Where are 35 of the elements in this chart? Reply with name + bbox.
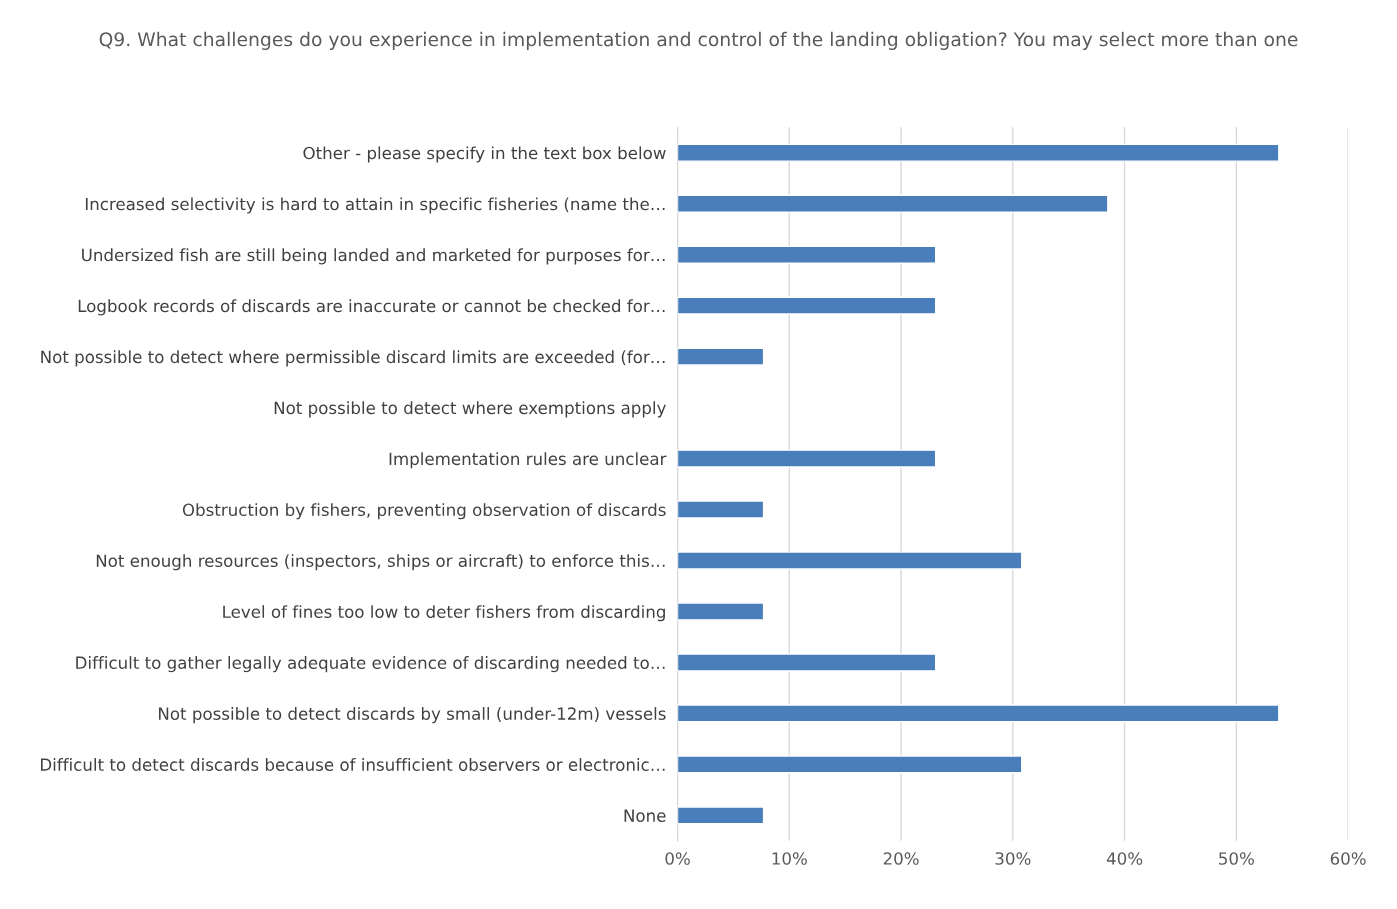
bar [677,500,765,519]
y-tick-label: Difficult to detect discards because of insufficient observers or electronic… [41,758,665,771]
x-tick-label: 20% [883,852,919,865]
y-tick-label: Difficult to gather legally adequate evidence of discarding needed to… [76,656,665,673]
bar [677,806,765,825]
bar [677,755,1023,774]
bar [677,245,937,264]
y-tick-label: None [624,809,666,822]
bar [677,449,937,468]
y-tick-label: Implementation rules are unclear [389,452,667,469]
x-tick-label: 40% [1106,852,1143,865]
bar [677,194,1109,213]
y-tick-label: Other - please specify in the text box below [303,146,666,163]
bar [677,143,1280,162]
bar [677,602,765,621]
bar [677,653,937,672]
y-tick-label: Logbook records of discards are inaccurate or cannot be checked for… [78,299,665,316]
x-tick-label: 0% [665,852,690,865]
y-tick-label: Level of fines too low to deter fishers from discarding [223,605,665,622]
bar [677,551,1023,570]
x-tick-label: 10% [772,852,807,865]
y-tick-label: Not possible to detect where permissible discard limits are exceeded (for… [41,350,665,367]
y-tick-label: Undersized fish are still being landed and marketed for purposes for… [82,248,665,265]
x-tick-label: 30% [995,852,1031,865]
x-tick-label: 60% [1330,852,1366,865]
y-tick-label: Obstruction by fishers, preventing observation of discards [182,503,666,520]
x-tick-label: 50% [1219,852,1254,865]
y-tick-label: Not possible to detect where exemptions apply [274,401,666,418]
bar [677,347,765,366]
y-tick-label: Not possible to detect discards by small (under-12m) vessels [159,707,666,724]
bar [677,704,1280,723]
y-tick-label: Not enough resources (inspectors, ships or aircraft) to enforce this… [96,554,665,571]
chart-title: Q9. What challenges do you experience in implementation and control of the landing obligation? You may select more than one [99,31,1298,50]
bar [677,296,937,315]
y-tick-label: Increased selectivity is hard to attain in specific fisheries (name the… [85,197,665,214]
